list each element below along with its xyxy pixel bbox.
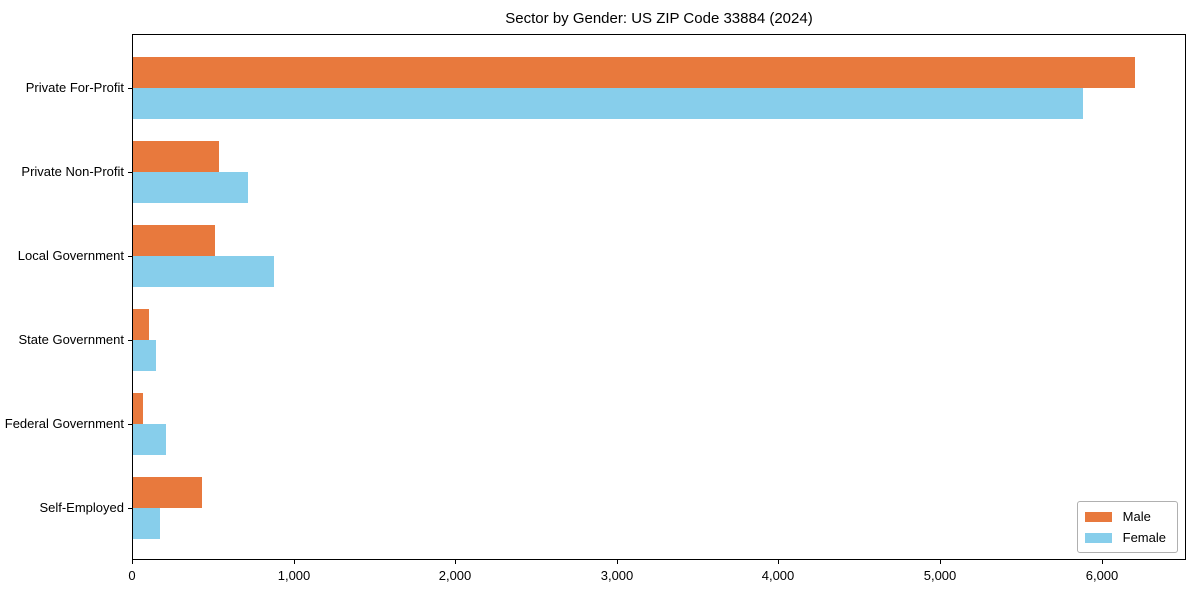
xtick-mark xyxy=(617,560,618,564)
ytick-mark xyxy=(128,340,132,341)
bar-female-local-government xyxy=(133,256,274,287)
xtick-label-0: 0 xyxy=(128,568,136,583)
bar-male-private-non-profit xyxy=(133,141,219,172)
bar-male-self-employed xyxy=(133,477,202,508)
ytick-label-self-employed: Self-Employed xyxy=(39,500,124,515)
bar-male-state-government xyxy=(133,309,149,340)
ytick-mark xyxy=(128,172,132,173)
ytick-label-state-government: State Government xyxy=(18,332,125,347)
xtick-label-5000: 5,000 xyxy=(923,568,957,583)
ytick-label-local-government: Local Government xyxy=(17,248,124,263)
ytick-mark xyxy=(128,424,132,425)
ytick-label-federal-government: Federal Government xyxy=(4,416,124,431)
bar-female-self-employed xyxy=(133,508,160,539)
bar-female-federal-government xyxy=(133,424,166,455)
xtick-mark xyxy=(132,560,133,564)
bar-male-private-for-profit xyxy=(133,57,1135,88)
bar-female-private-for-profit xyxy=(133,88,1083,119)
xtick-label-2000: 2,000 xyxy=(438,568,472,583)
plot-area: Male Female xyxy=(132,34,1186,560)
xtick-mark xyxy=(940,560,941,564)
chart-title: Sector by Gender: US ZIP Code 33884 (202… xyxy=(505,10,813,27)
xtick-label-1000: 1,000 xyxy=(277,568,311,583)
xtick-mark xyxy=(1102,560,1103,564)
xtick-label-6000: 6,000 xyxy=(1085,568,1119,583)
legend-label-female: Female xyxy=(1122,530,1166,545)
bar-female-state-government xyxy=(133,340,156,371)
bar-female-private-non-profit xyxy=(133,172,248,203)
xtick-mark xyxy=(778,560,779,564)
xtick-mark xyxy=(294,560,295,564)
legend-entry-male: Male xyxy=(1084,509,1166,524)
bar-male-local-government xyxy=(133,225,215,256)
legend: Male Female xyxy=(1076,501,1178,553)
xtick-mark xyxy=(455,560,456,564)
ytick-mark xyxy=(128,88,132,89)
legend-swatch-female xyxy=(1084,532,1112,543)
ytick-label-private-for-profit: Private For-Profit xyxy=(25,80,124,95)
bar-male-federal-government xyxy=(133,393,143,424)
ytick-label-private-non-profit: Private Non-Profit xyxy=(21,164,124,179)
xtick-label-3000: 3,000 xyxy=(600,568,634,583)
ytick-mark xyxy=(128,508,132,509)
legend-label-male: Male xyxy=(1122,509,1151,524)
legend-entry-female: Female xyxy=(1084,530,1166,545)
legend-swatch-male xyxy=(1084,511,1112,522)
xtick-label-4000: 4,000 xyxy=(761,568,795,583)
ytick-mark xyxy=(128,256,132,257)
